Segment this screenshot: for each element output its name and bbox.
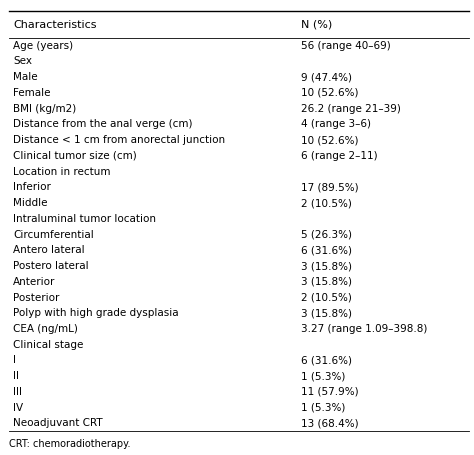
Text: CEA (ng/mL): CEA (ng/mL) (13, 324, 78, 334)
Text: Characteristics: Characteristics (13, 20, 97, 30)
Text: 10 (52.6%): 10 (52.6%) (301, 88, 358, 98)
Text: 1 (5.3%): 1 (5.3%) (301, 403, 346, 413)
Text: 56 (range 40–69): 56 (range 40–69) (301, 40, 391, 51)
Text: Neoadjuvant CRT: Neoadjuvant CRT (13, 419, 103, 429)
Text: Distance < 1 cm from anorectal junction: Distance < 1 cm from anorectal junction (13, 135, 226, 145)
Text: 4 (range 3–6): 4 (range 3–6) (301, 119, 371, 129)
Text: Anterior: Anterior (13, 277, 55, 287)
Text: 3 (15.8%): 3 (15.8%) (301, 277, 352, 287)
Text: Intraluminal tumor location: Intraluminal tumor location (13, 214, 156, 224)
Text: Postero lateral: Postero lateral (13, 261, 89, 271)
Text: III: III (13, 387, 22, 397)
Text: Middle: Middle (13, 198, 48, 208)
Text: Sex: Sex (13, 56, 32, 66)
Text: Female: Female (13, 88, 51, 98)
Text: 13 (68.4%): 13 (68.4%) (301, 419, 359, 429)
Text: 17 (89.5%): 17 (89.5%) (301, 182, 359, 192)
Text: IV: IV (13, 403, 23, 413)
Text: 3 (15.8%): 3 (15.8%) (301, 261, 352, 271)
Text: 6 (31.6%): 6 (31.6%) (301, 245, 352, 255)
Text: 6 (31.6%): 6 (31.6%) (301, 355, 352, 365)
Text: Location in rectum: Location in rectum (13, 167, 111, 177)
Text: CRT: chemoradiotherapy.: CRT: chemoradiotherapy. (9, 440, 131, 450)
Text: Age (years): Age (years) (13, 40, 73, 51)
Text: 5 (26.3%): 5 (26.3%) (301, 230, 352, 239)
Text: I: I (13, 355, 16, 365)
Text: Polyp with high grade dysplasia: Polyp with high grade dysplasia (13, 308, 179, 318)
Text: 11 (57.9%): 11 (57.9%) (301, 387, 359, 397)
Text: 3 (15.8%): 3 (15.8%) (301, 308, 352, 318)
Text: Distance from the anal verge (cm): Distance from the anal verge (cm) (13, 119, 193, 129)
Text: Circumferential: Circumferential (13, 230, 94, 239)
Text: BMI (kg/m2): BMI (kg/m2) (13, 104, 76, 114)
Text: 26.2 (range 21–39): 26.2 (range 21–39) (301, 104, 401, 114)
Text: 2 (10.5%): 2 (10.5%) (301, 293, 352, 303)
Text: Clinical stage: Clinical stage (13, 340, 83, 350)
Text: N (%): N (%) (301, 20, 332, 30)
Text: 2 (10.5%): 2 (10.5%) (301, 198, 352, 208)
Text: 1 (5.3%): 1 (5.3%) (301, 371, 346, 381)
Text: Posterior: Posterior (13, 293, 60, 303)
Text: Clinical tumor size (cm): Clinical tumor size (cm) (13, 151, 137, 161)
Text: II: II (13, 371, 19, 381)
Text: 10 (52.6%): 10 (52.6%) (301, 135, 358, 145)
Text: Inferior: Inferior (13, 182, 51, 192)
Text: 3.27 (range 1.09–398.8): 3.27 (range 1.09–398.8) (301, 324, 428, 334)
Text: Male: Male (13, 72, 38, 82)
Text: 9 (47.4%): 9 (47.4%) (301, 72, 352, 82)
Text: 6 (range 2–11): 6 (range 2–11) (301, 151, 378, 161)
Text: Antero lateral: Antero lateral (13, 245, 85, 255)
